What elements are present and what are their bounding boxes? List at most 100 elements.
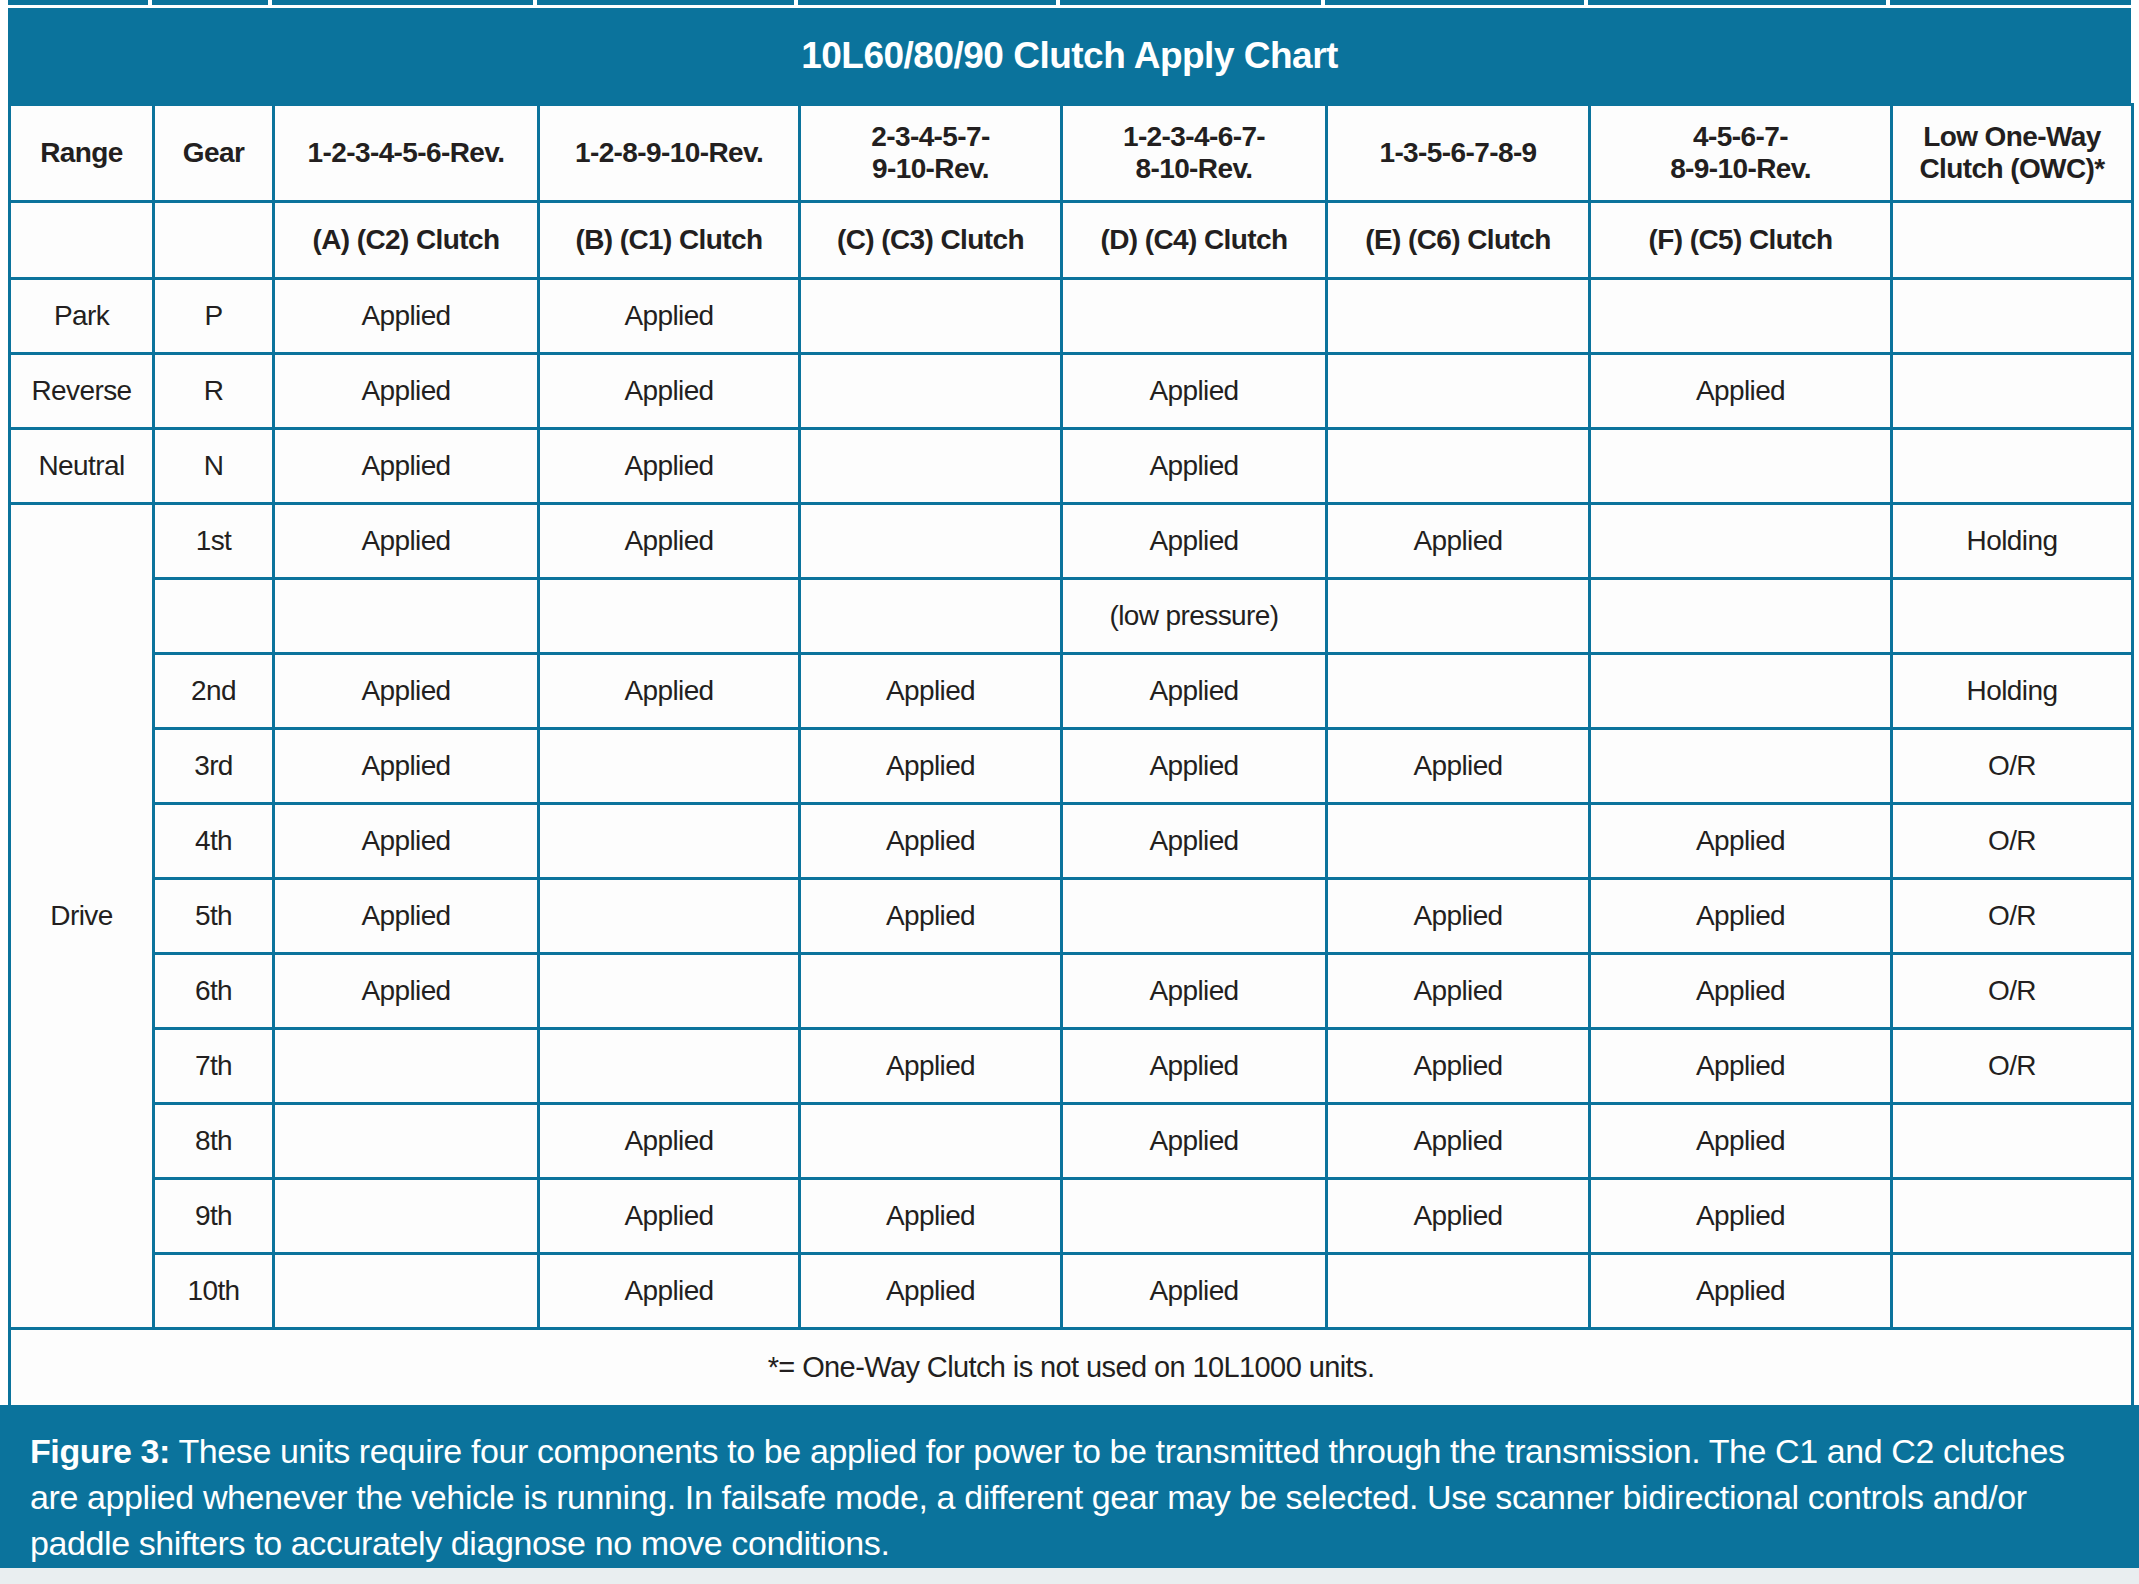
column-header: Range: [10, 105, 154, 202]
gear-cell: [154, 579, 274, 654]
apply-status-cell: [1892, 1179, 2133, 1254]
apply-status-cell: [1892, 579, 2133, 654]
apply-status-cell: Applied: [1327, 729, 1590, 804]
apply-status-cell: [539, 579, 800, 654]
apply-status-cell: [800, 429, 1062, 504]
crop-segment: [272, 0, 537, 5]
apply-status-cell: O/R: [1892, 1029, 2133, 1104]
apply-status-cell: [1327, 579, 1590, 654]
apply-status-cell: [1327, 279, 1590, 354]
apply-status-cell: Applied: [274, 654, 539, 729]
table-row: 4thAppliedAppliedAppliedAppliedO/R: [10, 804, 2133, 879]
gear-cell: 6th: [154, 954, 274, 1029]
crop-segment: [798, 0, 1060, 5]
footnote-row: *= One-Way Clutch is not used on 10L1000…: [10, 1329, 2133, 1407]
apply-status-cell: [1327, 804, 1590, 879]
apply-status-cell: [1590, 429, 1892, 504]
apply-status-cell: Applied: [1590, 354, 1892, 429]
crop-segment: [1588, 0, 1890, 5]
apply-status-cell: Applied: [1062, 654, 1327, 729]
apply-status-cell: Applied: [274, 354, 539, 429]
apply-status-cell: Applied: [800, 729, 1062, 804]
apply-status-cell: Applied: [800, 1179, 1062, 1254]
gear-cell: 2nd: [154, 654, 274, 729]
gear-cell: 7th: [154, 1029, 274, 1104]
apply-status-cell: Applied: [1062, 429, 1327, 504]
apply-status-cell: [800, 279, 1062, 354]
column-header: 1-3-5-6-7-8-9: [1327, 105, 1590, 202]
range-cell: Neutral: [10, 429, 154, 504]
apply-status-cell: [1327, 1254, 1590, 1329]
crop-segment: [1890, 0, 2131, 5]
clutch-subheader: (D) (C4) Clutch: [1062, 202, 1327, 279]
apply-status-cell: Applied: [1590, 804, 1892, 879]
apply-status-cell: [539, 804, 800, 879]
apply-status-cell: Applied: [800, 654, 1062, 729]
apply-status-cell: Applied: [1590, 1254, 1892, 1329]
apply-status-cell: [1892, 429, 2133, 504]
apply-status-cell: [800, 354, 1062, 429]
apply-status-cell: Holding: [1892, 504, 2133, 579]
apply-status-cell: [274, 579, 539, 654]
apply-status-cell: Applied: [1590, 1179, 1892, 1254]
gear-cell: R: [154, 354, 274, 429]
apply-status-cell: Applied: [1062, 954, 1327, 1029]
apply-status-cell: Applied: [1062, 354, 1327, 429]
apply-status-cell: [539, 1029, 800, 1104]
apply-status-cell: Holding: [1892, 654, 2133, 729]
apply-status-cell: [274, 1104, 539, 1179]
apply-status-cell: Applied: [539, 1254, 800, 1329]
clutch-apply-table: RangeGear1-2-3-4-5-6-Rev.1-2-8-9-10-Rev.…: [8, 103, 2134, 1408]
table-row: Drive1stAppliedAppliedAppliedAppliedHold…: [10, 504, 2133, 579]
table-row: ReverseRAppliedAppliedAppliedApplied: [10, 354, 2133, 429]
column-header: 2-3-4-5-7- 9-10-Rev.: [800, 105, 1062, 202]
apply-status-cell: Applied: [1062, 504, 1327, 579]
apply-status-cell: [1590, 279, 1892, 354]
apply-status-cell: [1590, 729, 1892, 804]
apply-status-cell: [800, 579, 1062, 654]
apply-status-cell: Applied: [1590, 879, 1892, 954]
apply-status-cell: Applied: [539, 279, 800, 354]
apply-status-cell: Applied: [274, 729, 539, 804]
apply-status-cell: [1892, 354, 2133, 429]
gear-cell: N: [154, 429, 274, 504]
apply-status-cell: Applied: [274, 504, 539, 579]
apply-status-cell: Applied: [1327, 504, 1590, 579]
column-header: 1-2-8-9-10-Rev.: [539, 105, 800, 202]
apply-status-cell: Applied: [1062, 804, 1327, 879]
apply-status-cell: Applied: [800, 1254, 1062, 1329]
table-row: 8thAppliedAppliedAppliedApplied: [10, 1104, 2133, 1179]
apply-status-cell: Applied: [1062, 729, 1327, 804]
table-row: 3rdAppliedAppliedAppliedAppliedO/R: [10, 729, 2133, 804]
clutch-subheader: [10, 202, 154, 279]
gear-cell: 8th: [154, 1104, 274, 1179]
apply-status-cell: [1892, 1254, 2133, 1329]
apply-status-cell: [1892, 1104, 2133, 1179]
apply-status-cell: [1327, 654, 1590, 729]
clutch-subheader: (E) (C6) Clutch: [1327, 202, 1590, 279]
apply-status-cell: Applied: [1590, 954, 1892, 1029]
table-row: NeutralNAppliedAppliedApplied: [10, 429, 2133, 504]
page-crop-artifact: [8, 0, 2131, 5]
apply-status-cell: [274, 1254, 539, 1329]
column-header: 1-2-3-4-5-6-Rev.: [274, 105, 539, 202]
gear-cell: 5th: [154, 879, 274, 954]
table-row: 7thAppliedAppliedAppliedAppliedO/R: [10, 1029, 2133, 1104]
apply-status-cell: [1062, 279, 1327, 354]
clutch-subheader: (A) (C2) Clutch: [274, 202, 539, 279]
apply-status-cell: [1327, 354, 1590, 429]
apply-status-cell: Applied: [539, 654, 800, 729]
apply-status-cell: Applied: [1327, 1029, 1590, 1104]
clutch-subheader: [1892, 202, 2133, 279]
apply-status-cell: Applied: [800, 804, 1062, 879]
apply-status-cell: [800, 1104, 1062, 1179]
column-header: 4-5-6-7- 8-9-10-Rev.: [1590, 105, 1892, 202]
apply-status-cell: O/R: [1892, 879, 2133, 954]
range-cell: Drive: [10, 504, 154, 1329]
apply-status-cell: [1062, 879, 1327, 954]
apply-status-cell: Applied: [539, 1179, 800, 1254]
apply-status-cell: [800, 954, 1062, 1029]
clutch-subheader: (C) (C3) Clutch: [800, 202, 1062, 279]
apply-status-cell: Applied: [1062, 1104, 1327, 1179]
apply-status-cell: Applied: [1327, 954, 1590, 1029]
